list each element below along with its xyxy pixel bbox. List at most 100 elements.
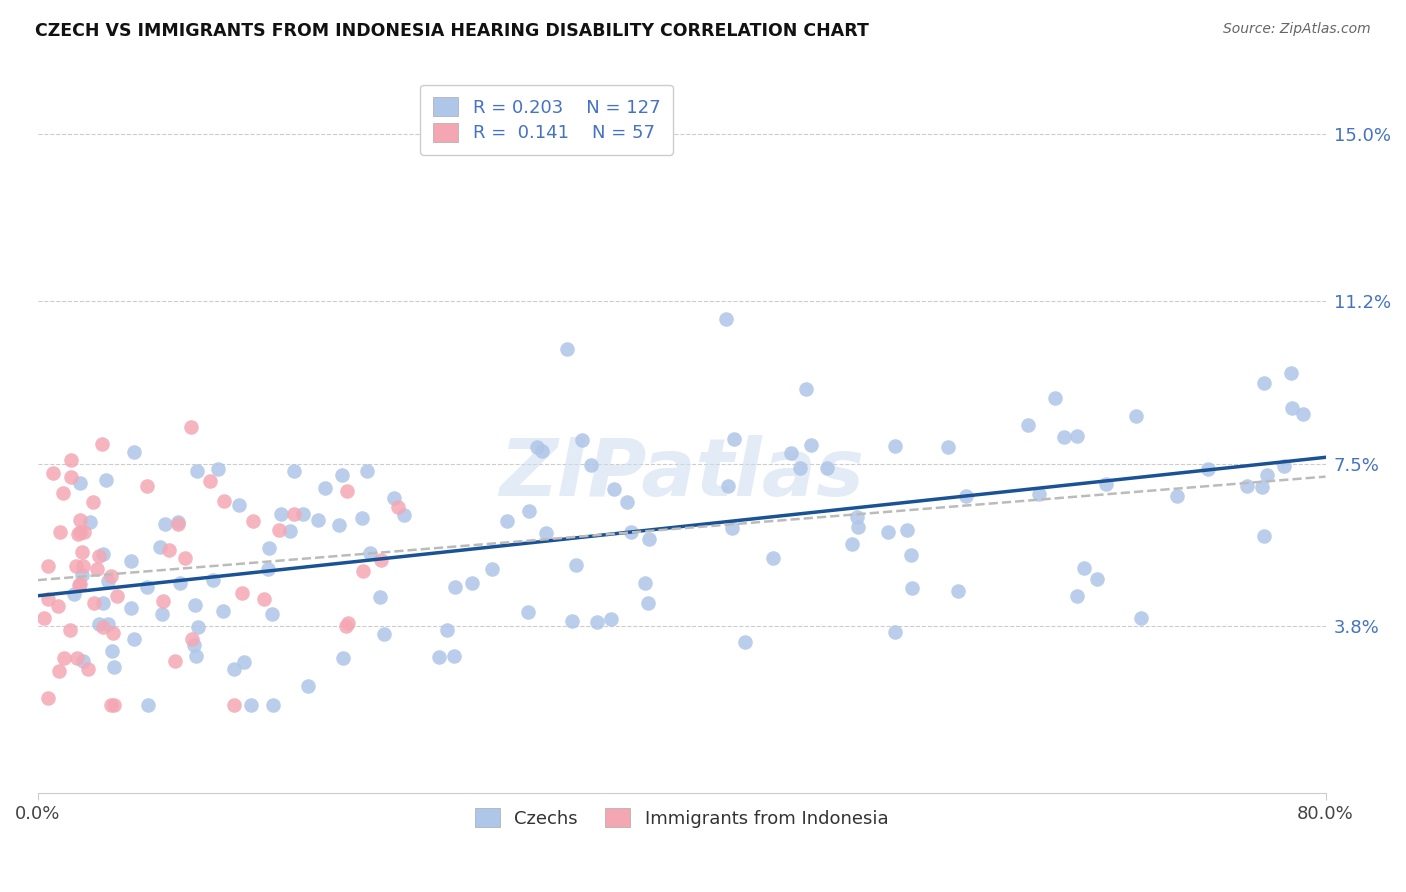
- Point: [1251, 480, 1274, 494]
- Point: [46, 599, 69, 613]
- Point: [231, 586, 253, 600]
- Point: [586, 615, 609, 630]
- Point: [1045, 391, 1067, 405]
- Point: [70, 544, 93, 558]
- Point: [233, 656, 256, 670]
- Point: [184, 598, 207, 612]
- Point: [184, 649, 207, 664]
- Point: [800, 438, 823, 452]
- Point: [1125, 409, 1147, 424]
- Point: [91, 596, 114, 610]
- Point: [37, 691, 59, 706]
- Point: [149, 540, 172, 554]
- Point: [1066, 589, 1088, 603]
- Point: [60, 453, 83, 467]
- Point: [53, 651, 76, 665]
- Point: [1279, 366, 1302, 380]
- Point: [387, 500, 409, 514]
- Point: [169, 576, 191, 591]
- Point: [481, 562, 503, 576]
- Point: [66, 527, 89, 541]
- Point: [716, 312, 738, 326]
- Point: [762, 551, 785, 566]
- Point: [336, 615, 359, 630]
- Point: [278, 524, 301, 539]
- Point: [212, 494, 235, 508]
- Point: [269, 523, 291, 537]
- Point: [94, 473, 117, 487]
- Point: [1073, 561, 1095, 575]
- Point: [794, 382, 817, 396]
- Point: [571, 434, 593, 448]
- Point: [100, 568, 122, 582]
- Point: [1292, 407, 1315, 421]
- Point: [122, 632, 145, 647]
- Point: [228, 498, 250, 512]
- Point: [70, 567, 93, 582]
- Point: [52, 486, 75, 500]
- Point: [181, 632, 204, 647]
- Point: [896, 523, 918, 537]
- Point: [180, 420, 202, 434]
- Point: [86, 562, 108, 576]
- Point: [1166, 489, 1188, 503]
- Point: [122, 445, 145, 459]
- Point: [48, 664, 70, 678]
- Point: [150, 607, 173, 621]
- Point: [202, 573, 225, 587]
- Point: [638, 532, 661, 546]
- Point: [330, 467, 353, 482]
- Point: [352, 511, 374, 525]
- Point: [262, 698, 284, 713]
- Point: [846, 520, 869, 534]
- Point: [780, 445, 803, 459]
- Point: [1053, 430, 1076, 444]
- Point: [877, 525, 900, 540]
- Point: [83, 596, 105, 610]
- Point: [883, 625, 905, 640]
- Point: [620, 525, 643, 540]
- Point: [49, 524, 72, 539]
- Point: [157, 543, 180, 558]
- Point: [69, 475, 91, 490]
- Point: [1281, 401, 1303, 415]
- Point: [436, 623, 458, 637]
- Point: [1085, 572, 1108, 586]
- Point: [34, 610, 56, 624]
- Point: [103, 698, 125, 713]
- Point: [394, 508, 416, 522]
- Point: [900, 581, 922, 595]
- Point: [517, 504, 540, 518]
- Point: [200, 474, 222, 488]
- Point: [103, 660, 125, 674]
- Point: [65, 558, 87, 573]
- Point: [955, 489, 977, 503]
- Point: [166, 516, 188, 530]
- Point: [41, 466, 63, 480]
- Point: [136, 479, 159, 493]
- Point: [100, 643, 122, 657]
- Point: [534, 526, 557, 541]
- Point: [900, 548, 922, 562]
- Point: [516, 605, 538, 619]
- Point: [1272, 459, 1295, 474]
- Point: [222, 698, 245, 713]
- Point: [257, 562, 280, 576]
- Point: [59, 470, 82, 484]
- Point: [841, 536, 863, 550]
- Point: [717, 478, 740, 492]
- Point: [163, 654, 186, 668]
- Point: [67, 578, 90, 592]
- Point: [600, 612, 623, 626]
- Point: [91, 620, 114, 634]
- Point: [37, 592, 59, 607]
- Point: [82, 494, 104, 508]
- Point: [77, 662, 100, 676]
- Point: [270, 507, 292, 521]
- Point: [212, 604, 235, 618]
- Point: [335, 619, 357, 633]
- Point: [207, 462, 229, 476]
- Point: [565, 558, 588, 572]
- Point: [815, 461, 838, 475]
- Point: [382, 491, 405, 505]
